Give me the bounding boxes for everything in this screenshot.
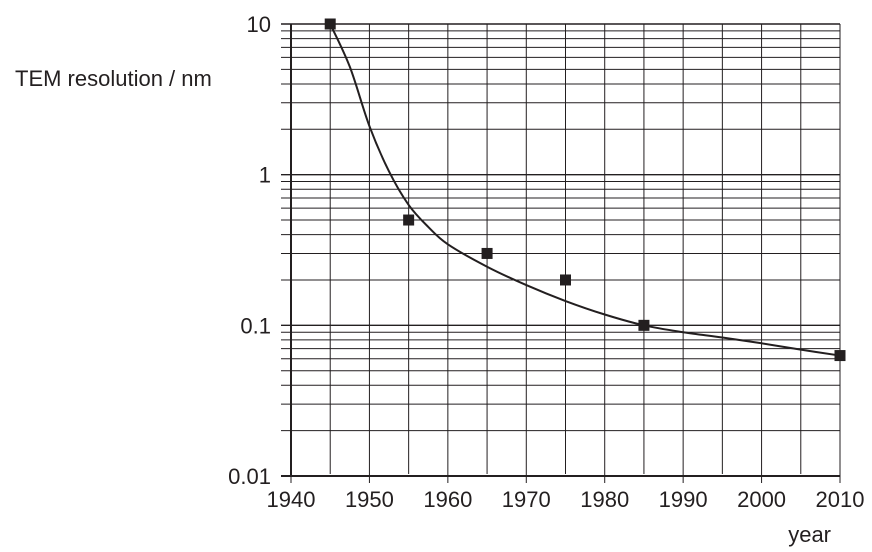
- data-point: [834, 350, 846, 362]
- x-tick-label: 2010: [816, 487, 865, 512]
- axes: [281, 24, 840, 477]
- data-point: [481, 247, 493, 259]
- x-axis-title: year: [788, 522, 831, 547]
- x-tick-label: 1940: [267, 487, 316, 512]
- y-tick-label: 10: [247, 12, 271, 37]
- minor-gridlines: [281, 24, 841, 483]
- y-tick-labels: 0.01 0.1 1 10: [228, 12, 271, 489]
- x-tick-label: 1960: [423, 487, 472, 512]
- y-axis-title: TEM resolution / nm: [15, 66, 212, 91]
- x-tick-label: 1990: [659, 487, 708, 512]
- x-tick-label: 1970: [502, 487, 551, 512]
- x-tick-label: 2000: [737, 487, 786, 512]
- x-tick-labels: 1940 1950 1960 1970 1980 1990 2000 2010: [267, 487, 865, 512]
- data-point: [560, 274, 571, 286]
- x-tick-label: 1980: [580, 487, 629, 512]
- y-tick-label: 0.1: [240, 313, 271, 338]
- y-tick-label: 1: [259, 163, 271, 188]
- trend-curve: [329, 23, 841, 357]
- data-point: [403, 214, 415, 226]
- major-gridlines: [281, 23, 840, 477]
- data-point: [324, 18, 336, 30]
- data-point: [638, 319, 650, 331]
- x-tick-label: 1950: [345, 487, 394, 512]
- data-markers: [324, 18, 846, 362]
- y-tick-label: 0.01: [228, 464, 271, 489]
